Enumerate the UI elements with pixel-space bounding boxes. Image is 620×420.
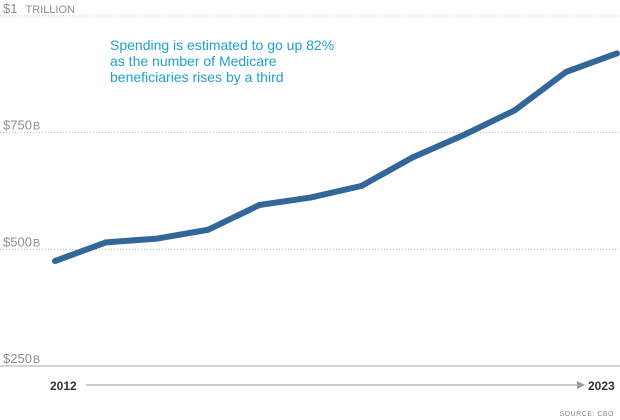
annotation-line-1: Spending is estimated to go up 82% [110, 37, 334, 53]
y-tick-label-value: $250 [3, 351, 32, 366]
y-tick-label: $750B [3, 118, 40, 133]
y-tick-label-value: $750 [3, 118, 32, 133]
y-tick-label-value: $1 [3, 1, 17, 16]
data-point [154, 235, 161, 242]
y-tick-label-unit: TRILLION [25, 4, 75, 16]
x-axis-end-label: 2023 [588, 379, 615, 393]
x-axis-start-label: 2012 [50, 379, 77, 393]
y-tick-label-unit: B [33, 121, 40, 133]
data-point [511, 107, 518, 114]
y-tick-label: $500B [3, 234, 40, 249]
series-layer [52, 50, 620, 264]
data-point [307, 194, 314, 201]
data-point [358, 182, 365, 189]
annotation-line-3: beneficiaries rises by a third [110, 69, 284, 85]
series-line [53, 50, 619, 264]
data-point [614, 50, 620, 57]
annotation: Spending is estimated to go up 82% as th… [110, 37, 334, 85]
y-tick-label: $250B [3, 351, 40, 366]
data-point [409, 154, 416, 161]
data-point [256, 202, 263, 208]
source-note: SOURCE: CBO [559, 411, 614, 418]
data-point [562, 69, 569, 75]
y-tick-label: $1 TRILLION [3, 1, 75, 16]
data-point [103, 239, 110, 246]
gridlines [0, 15, 620, 367]
x-axis: 2012 2023 [50, 379, 615, 393]
y-tick-label-unit: B [33, 237, 40, 249]
data-point [205, 226, 212, 233]
y-tick-label-unit: B [33, 354, 40, 366]
data-point [460, 132, 467, 138]
y-tick-label-value: $500 [3, 234, 32, 249]
y-axis-tick-labels: $1 TRILLION$750B$500B$250B [3, 1, 75, 366]
data-point [52, 258, 58, 264]
annotation-line-2: as the number of Medicare [110, 53, 277, 69]
